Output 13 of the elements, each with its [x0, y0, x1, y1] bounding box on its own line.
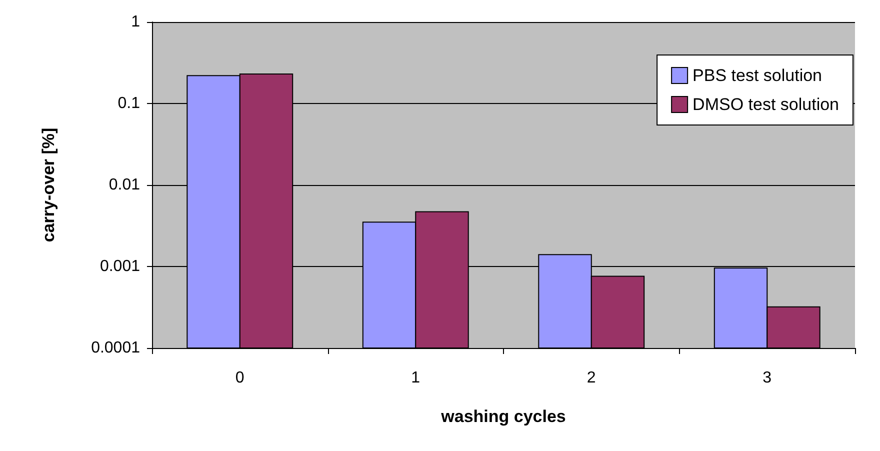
- x-tick-label: 2: [586, 370, 596, 386]
- legend-label: DMSO test solution: [692, 95, 840, 114]
- y-tick-label: 0.1: [118, 95, 140, 112]
- x-axis-title: washing cycles: [440, 407, 566, 426]
- x-tick-label: 3: [762, 370, 772, 386]
- legend-label: PBS test solution: [692, 66, 822, 85]
- y-tick-label: 0.001: [100, 258, 140, 275]
- x-tick-label: 0: [235, 370, 244, 386]
- y-tick-label: 1: [131, 14, 140, 30]
- y-axis-title: carry-over [%]: [39, 128, 58, 242]
- y-tick-label: 0.0001: [91, 340, 140, 356]
- x-tick-label: 1: [411, 370, 420, 386]
- y-tick-label: 0.01: [108, 176, 140, 194]
